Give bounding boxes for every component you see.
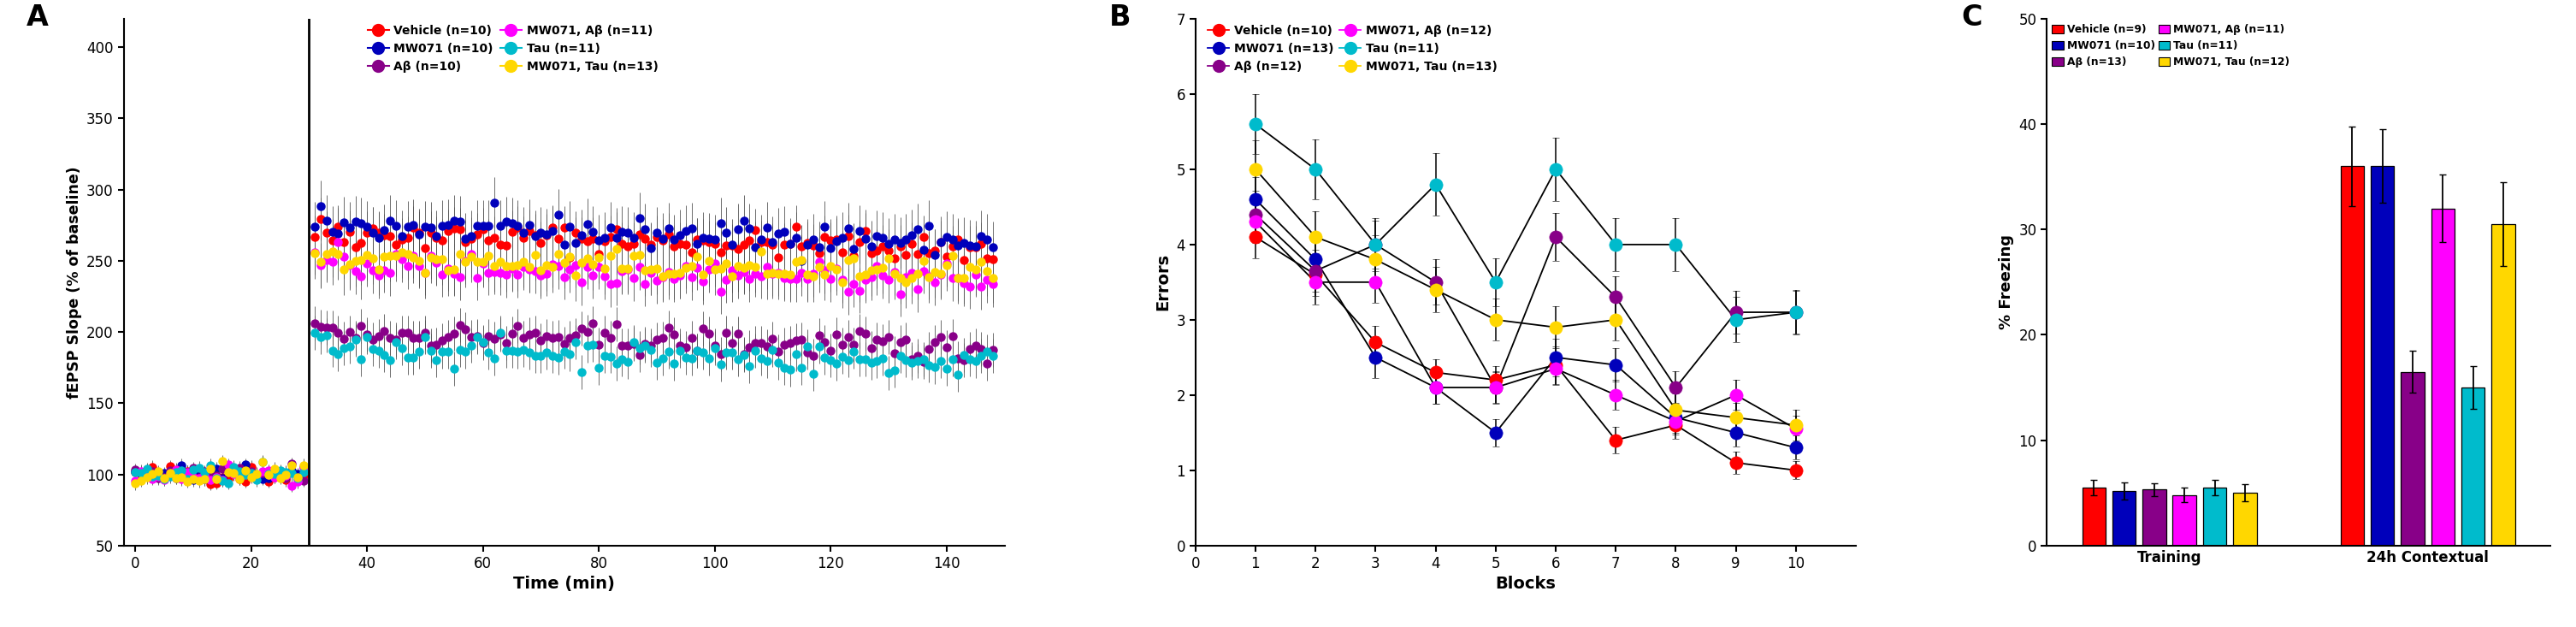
Text: A: A xyxy=(26,3,49,31)
Bar xyxy=(2460,387,2486,545)
Bar xyxy=(2401,372,2424,545)
Bar xyxy=(2233,493,2257,545)
Bar xyxy=(2112,491,2136,545)
Y-axis label: Errors: Errors xyxy=(1154,253,1172,311)
Text: C: C xyxy=(1960,3,1984,31)
Legend: Vehicle (n=10), MW071 (n=10), Aβ (n=10), MW071, Aβ (n=11), Tau (n=11), MW071, Ta: Vehicle (n=10), MW071 (n=10), Aβ (n=10),… xyxy=(368,24,657,73)
Bar xyxy=(2172,495,2197,545)
Legend: Vehicle (n=10), MW071 (n=13), Aβ (n=12), MW071, Aβ (n=12), Tau (n=11), MW071, Ta: Vehicle (n=10), MW071 (n=13), Aβ (n=12),… xyxy=(1208,24,1497,73)
Bar xyxy=(2491,224,2514,545)
Bar xyxy=(2081,488,2105,545)
Legend: Vehicle (n=9), MW071 (n=10), Aβ (n=13), MW071, Aβ (n=11), Tau (n=11), MW071, Tau: Vehicle (n=9), MW071 (n=10), Aβ (n=13), … xyxy=(2053,24,2290,68)
Y-axis label: fEPSP Slope (% of baseline): fEPSP Slope (% of baseline) xyxy=(67,166,82,398)
Bar xyxy=(2370,166,2393,545)
Text: B: B xyxy=(1110,3,1131,31)
Y-axis label: % Freezing: % Freezing xyxy=(1999,234,2014,330)
Bar xyxy=(2342,166,2365,545)
X-axis label: Blocks: Blocks xyxy=(1497,576,1556,592)
X-axis label: Time (min): Time (min) xyxy=(513,576,616,592)
Bar xyxy=(2143,490,2166,545)
Bar xyxy=(2432,208,2455,545)
Bar xyxy=(2202,488,2226,545)
